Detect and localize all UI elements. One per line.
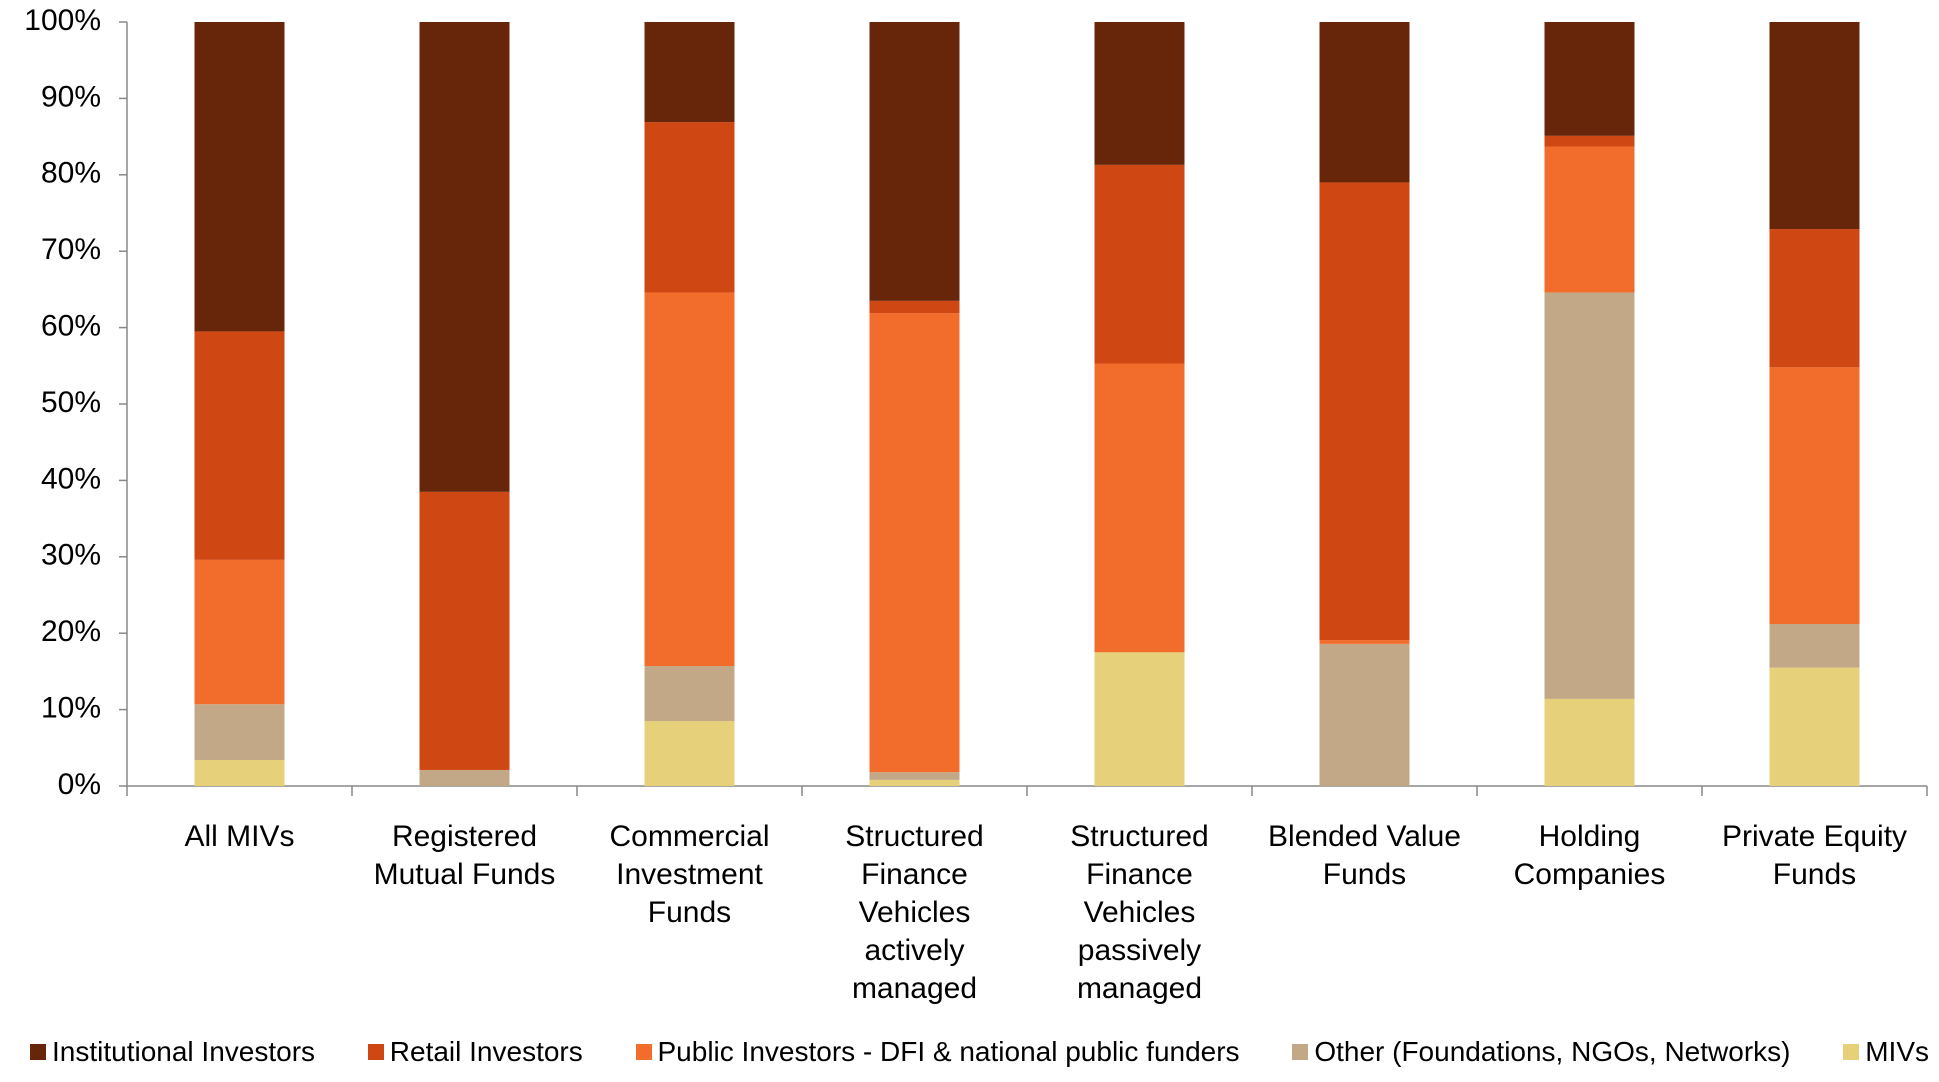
bar-segment xyxy=(1094,363,1185,653)
x-tick-label: Structured Finance Vehicles passively ma… xyxy=(1070,820,1209,1005)
y-tick-label: 0% xyxy=(58,768,101,801)
legend: Institutional Investors Retail Investors P… xyxy=(30,1036,1929,1068)
legend-swatch xyxy=(1843,1044,1860,1060)
x-tick-label: Private Equity Funds xyxy=(1721,820,1908,891)
bar-segment xyxy=(869,313,960,773)
y-tick-label: 10% xyxy=(41,692,101,725)
legend-label: Other (Foundations, NGOs, Networks) xyxy=(1314,1036,1791,1067)
bar-segment xyxy=(194,331,285,560)
bar-segment xyxy=(1094,164,1185,364)
bar-segment xyxy=(1769,367,1860,625)
y-tick-label: 20% xyxy=(41,615,101,648)
bar-segment xyxy=(194,704,285,761)
bar-segment xyxy=(1544,146,1635,293)
bar-segment xyxy=(1544,292,1635,699)
bar-segment xyxy=(1319,643,1410,786)
bar-segment xyxy=(869,300,960,314)
bar-segment xyxy=(869,779,960,786)
legend-item: Institutional Investors xyxy=(30,1036,315,1068)
y-tick-label: 50% xyxy=(41,386,101,419)
legend-swatch xyxy=(635,1044,652,1060)
bar-segment xyxy=(1769,229,1860,368)
bar-segment xyxy=(1319,640,1410,644)
y-tick-label: 30% xyxy=(41,539,101,572)
bar-segment xyxy=(869,772,960,780)
bar-segment xyxy=(1319,22,1410,183)
x-tick-label: Holding Companies xyxy=(1513,820,1666,891)
bar-segment xyxy=(1094,22,1185,165)
bar-segment xyxy=(1769,22,1860,230)
bar-segment xyxy=(194,760,285,786)
legend-swatch xyxy=(1292,1044,1309,1060)
y-tick-label: 70% xyxy=(41,233,101,266)
legend-label: MIVs xyxy=(1865,1036,1929,1067)
legend-item: Other (Foundations, NGOs, Networks) xyxy=(1292,1036,1790,1068)
x-tick-label: Structured Finance Vehicles actively man… xyxy=(845,820,984,1005)
bar-segment xyxy=(419,491,510,770)
legend-label: Public Investors - DFI & national public… xyxy=(657,1036,1240,1067)
bar-segment xyxy=(419,769,510,786)
bar-segment xyxy=(644,22,735,123)
bar-segment xyxy=(194,559,285,705)
legend-label: Retail Investors xyxy=(389,1036,583,1067)
y-tick-label: 80% xyxy=(41,157,101,190)
bar-segment xyxy=(1544,135,1635,147)
y-tick-label: 90% xyxy=(41,80,101,113)
bar-segment xyxy=(644,292,735,667)
legend-item: MIVs xyxy=(1843,1036,1929,1068)
bar-segment xyxy=(644,122,735,293)
bar-segment xyxy=(1544,22,1635,136)
bar-segment xyxy=(1769,624,1860,668)
legend-item: Retail Investors xyxy=(367,1036,583,1068)
y-tick-label: 100% xyxy=(24,4,101,37)
bar-segment xyxy=(1319,182,1410,641)
legend-swatch xyxy=(30,1044,46,1060)
bar-segment xyxy=(1544,698,1635,786)
bar-segment xyxy=(194,22,285,332)
bar-segment xyxy=(419,22,510,492)
bar-segment xyxy=(644,721,735,786)
bar-segment xyxy=(1769,667,1860,786)
legend-swatch xyxy=(367,1044,384,1060)
x-tick-label: Commercial Investment Funds xyxy=(609,820,770,929)
bar-segment xyxy=(644,666,735,722)
bar-segment xyxy=(1094,652,1185,786)
x-tick-label: Blended Value Funds xyxy=(1268,820,1461,891)
x-tick-label: All MIVs xyxy=(184,820,295,853)
legend-label: Institutional Investors xyxy=(52,1036,316,1067)
y-tick-label: 40% xyxy=(41,462,101,495)
legend-item: Public Investors - DFI & national public… xyxy=(635,1036,1240,1068)
x-tick-label: Registered Mutual Funds xyxy=(373,820,556,891)
bar-segment xyxy=(869,22,960,301)
y-tick-label: 60% xyxy=(41,310,101,343)
